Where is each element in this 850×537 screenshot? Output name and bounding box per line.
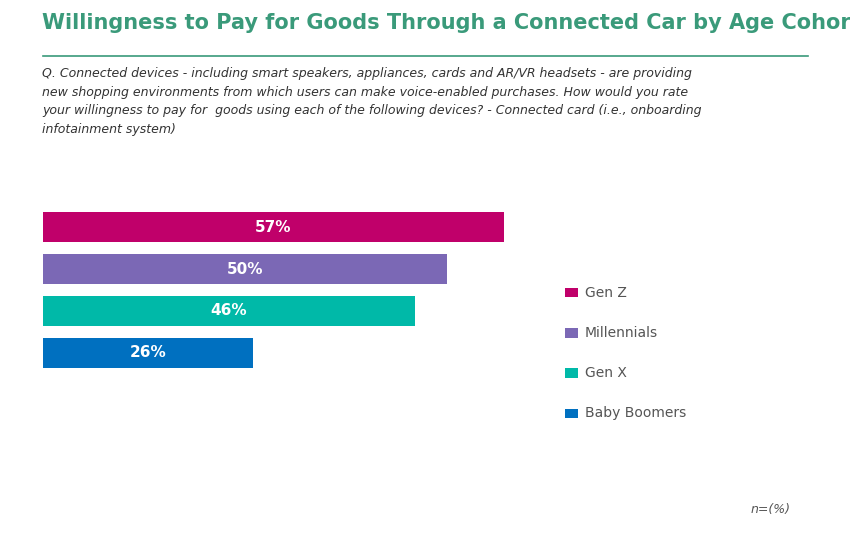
Text: Baby Boomers: Baby Boomers [585,407,686,420]
Bar [42,338,253,368]
Bar [42,212,504,242]
Text: 50%: 50% [227,262,264,277]
Text: n=(%): n=(%) [751,503,790,516]
Text: Gen Z: Gen Z [585,286,627,300]
Bar [42,296,415,326]
Text: 26%: 26% [129,345,166,360]
Text: Q. Connected devices - including smart speakers, appliances, cards and AR/VR hea: Q. Connected devices - including smart s… [42,67,702,136]
Text: Gen X: Gen X [585,366,627,380]
Text: Millennials: Millennials [585,326,658,340]
Text: 46%: 46% [211,303,247,318]
Bar [42,254,447,284]
Text: Willingness to Pay for Goods Through a Connected Car by Age Cohort: Willingness to Pay for Goods Through a C… [42,13,850,33]
Text: 57%: 57% [255,220,292,235]
